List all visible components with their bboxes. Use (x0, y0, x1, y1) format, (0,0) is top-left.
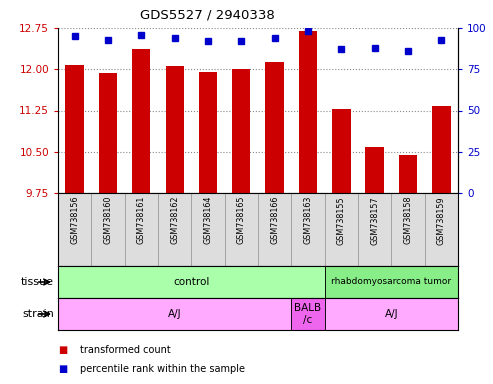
Text: percentile rank within the sample: percentile rank within the sample (80, 364, 245, 374)
Bar (58, 266, 325, 298)
Bar (325, 298, 458, 330)
Text: GSM738161: GSM738161 (137, 196, 146, 244)
Text: transformed count: transformed count (80, 345, 171, 355)
Bar (132, 49, 150, 193)
Bar (266, 62, 284, 193)
Bar (66, 65, 84, 193)
Text: A/J: A/J (168, 309, 181, 319)
Text: tissue: tissue (21, 277, 54, 287)
Bar (232, 69, 250, 193)
Text: GSM738159: GSM738159 (437, 196, 446, 245)
Text: GSM738156: GSM738156 (70, 196, 79, 245)
Bar (365, 147, 384, 193)
Bar (291, 298, 325, 330)
Bar (99, 73, 117, 193)
Bar (199, 72, 217, 193)
Text: GSM738165: GSM738165 (237, 196, 246, 245)
Text: BALB
/c: BALB /c (294, 303, 321, 325)
Bar (166, 66, 184, 193)
Text: GSM738166: GSM738166 (270, 196, 279, 244)
Text: ■: ■ (58, 364, 67, 374)
Bar (325, 266, 458, 298)
Text: GSM738163: GSM738163 (304, 196, 313, 244)
Text: control: control (173, 277, 210, 287)
Bar (432, 106, 451, 193)
Text: GSM738162: GSM738162 (170, 196, 179, 245)
Text: GSM738164: GSM738164 (204, 196, 212, 244)
Text: GSM738158: GSM738158 (403, 196, 413, 245)
Text: GSM738160: GSM738160 (104, 196, 112, 244)
Bar (399, 154, 417, 193)
Text: ■: ■ (58, 345, 67, 355)
Text: GSM738157: GSM738157 (370, 196, 379, 245)
Text: GSM738155: GSM738155 (337, 196, 346, 245)
Bar (299, 31, 317, 193)
Bar (58, 298, 291, 330)
Text: A/J: A/J (385, 309, 398, 319)
Text: GDS5527 / 2940338: GDS5527 / 2940338 (140, 8, 275, 21)
Bar (332, 109, 351, 193)
Text: rhabdomyosarcoma tumor: rhabdomyosarcoma tumor (331, 278, 452, 286)
Text: strain: strain (22, 309, 54, 319)
